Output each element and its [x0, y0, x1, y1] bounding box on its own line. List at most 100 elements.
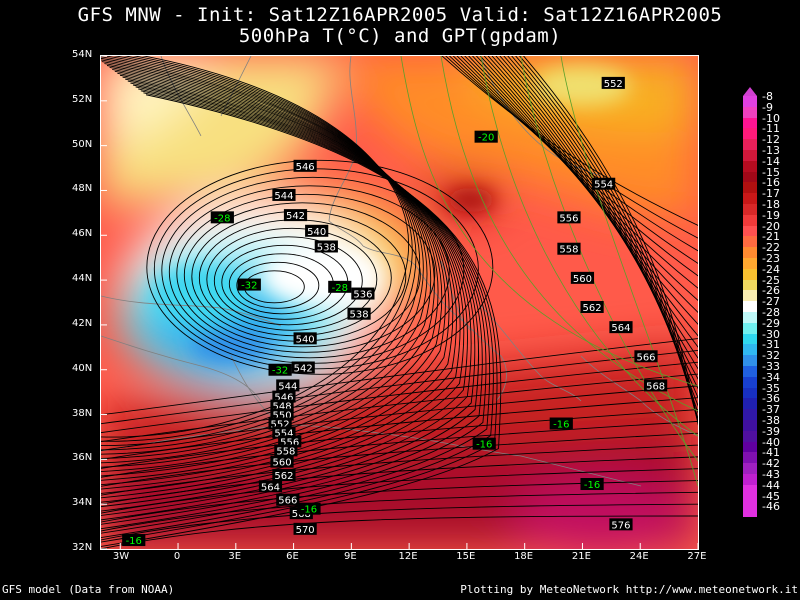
temperature-label: -32: [237, 278, 261, 292]
gpt-label: 536: [351, 287, 375, 301]
colorbar-label: -46: [762, 500, 780, 514]
gpt-contour: [146, 159, 494, 375]
temperature-isoline: [520, 56, 698, 462]
colorbar-label: -26: [762, 284, 780, 298]
colorbar-swatch: [743, 193, 757, 205]
colorbar-swatch: [743, 333, 757, 345]
colorbar-swatch: [743, 322, 757, 334]
temperature-label-box: [297, 502, 321, 515]
footer-model-credit: GFS model (Data from NOAA): [2, 583, 175, 596]
lon-tick-label: 12E: [398, 551, 418, 562]
gpt-label-text: 566: [636, 352, 655, 363]
colorbar-label: -17: [762, 187, 780, 201]
gpt-label-text: 554: [274, 428, 293, 439]
lon-tick-label: 18E: [514, 551, 534, 562]
gpt-label-text: 546: [296, 162, 315, 173]
gpt-label-text: 576: [611, 520, 630, 531]
map-gridlines: [101, 56, 698, 549]
temperature-isoline: [560, 56, 698, 487]
colorbar-swatch: [743, 506, 757, 518]
lon-tick-label: 9E: [343, 551, 357, 562]
colorbar-swatch: [743, 387, 757, 399]
colorbar-label: -30: [762, 327, 780, 341]
gpt-contour: [101, 444, 698, 496]
colorbar-label: -38: [762, 414, 780, 427]
lat-tick-label: 36N: [72, 452, 93, 464]
gpt-contour: [522, 56, 698, 425]
temperature-label-text: -16: [126, 536, 142, 547]
lat-tick-label: 44N: [72, 273, 93, 285]
colorbar-label: -35: [762, 381, 780, 395]
gpt-label-text: 556: [559, 213, 578, 224]
gpt-contour: [507, 56, 698, 414]
gpt-label-box: [601, 76, 625, 89]
colorbar-swatch: [743, 247, 757, 259]
gpt-label-text: 544: [274, 191, 293, 202]
temperature-label: -28: [210, 211, 234, 224]
colorbar-label: -31: [762, 338, 780, 352]
temperature-label-text: -16: [301, 505, 317, 516]
gpt-label-text: 558: [276, 446, 295, 457]
lon-tick-label: 15E: [456, 551, 476, 562]
gpt-label-text: 560: [573, 274, 592, 285]
temperature-label: -16: [122, 534, 146, 547]
colorbar-swatch: [743, 452, 757, 464]
colorbar-label: -43: [762, 468, 780, 481]
gpt-label: 562: [580, 300, 604, 314]
colorbar-swatch: [743, 96, 757, 107]
gpt-label-text: 540: [296, 334, 315, 345]
gpt-label: 562: [272, 469, 296, 482]
colorbar-swatch: [743, 290, 757, 302]
gpt-contour: [445, 56, 698, 239]
gpt-label-box: [580, 300, 604, 313]
gpt-label-text: 562: [583, 303, 602, 314]
gpt-contour: [101, 59, 435, 468]
gpt-contour: [176, 193, 436, 353]
colorbar-swatch: [743, 204, 757, 215]
colorbar-label: -40: [762, 435, 780, 449]
colorbar-swatch: [743, 214, 757, 226]
colorbar-label: -36: [762, 392, 780, 406]
temperature-label-text: -20: [478, 133, 494, 144]
gpt-contour: [101, 63, 443, 477]
gpt-label-box: [276, 493, 300, 506]
gpt-label: 540: [305, 224, 329, 238]
temperature-label: -28: [328, 280, 352, 294]
gpt-label-box: [609, 321, 633, 334]
gpt-label-box: [634, 350, 658, 363]
colorbar-swatch: [743, 236, 757, 248]
gpt-contour: [206, 227, 378, 331]
gpt-label: 566: [634, 350, 658, 363]
lat-tick-label: 46N: [72, 228, 93, 240]
gpt-label-box: [276, 379, 300, 392]
gpt-contour: [101, 61, 439, 472]
colorbar-swatch: [743, 312, 757, 323]
gpt-label-text: 558: [559, 245, 578, 256]
gpt-contour: [101, 503, 698, 541]
gpt-contour: [101, 385, 698, 451]
colorbar-swatch: [743, 225, 757, 237]
gpt-label-text: 548: [272, 402, 291, 413]
colorbar-arrow-top: [743, 87, 757, 96]
gpt-label-text: 538: [317, 242, 336, 253]
lon-tick-label: 21E: [571, 551, 591, 562]
lat-tick-label: 32N: [72, 542, 93, 553]
gpt-label: 538: [347, 307, 371, 321]
colorbar-label: -41: [762, 446, 780, 460]
colorbar-swatch: [743, 139, 757, 151]
gpt-label: 564: [609, 321, 633, 334]
gpt-label-text: 562: [274, 471, 293, 482]
gpt-contour: [101, 74, 465, 503]
gpt-contour: [101, 338, 698, 416]
gpt-label-box: [293, 522, 317, 535]
temperature-label-text: -16: [553, 420, 569, 431]
temperature-label-box: [268, 363, 292, 376]
colorbar-label: -21: [762, 230, 780, 244]
gpt-label: 566: [276, 493, 300, 507]
temperature-label-box: [210, 211, 234, 224]
gpt-contour: [101, 65, 446, 481]
temperature-label-text: -32: [272, 366, 288, 377]
colorbar-label: -18: [762, 198, 780, 211]
colorbar-swatch: [743, 279, 757, 291]
gpt-contour: [101, 397, 698, 460]
